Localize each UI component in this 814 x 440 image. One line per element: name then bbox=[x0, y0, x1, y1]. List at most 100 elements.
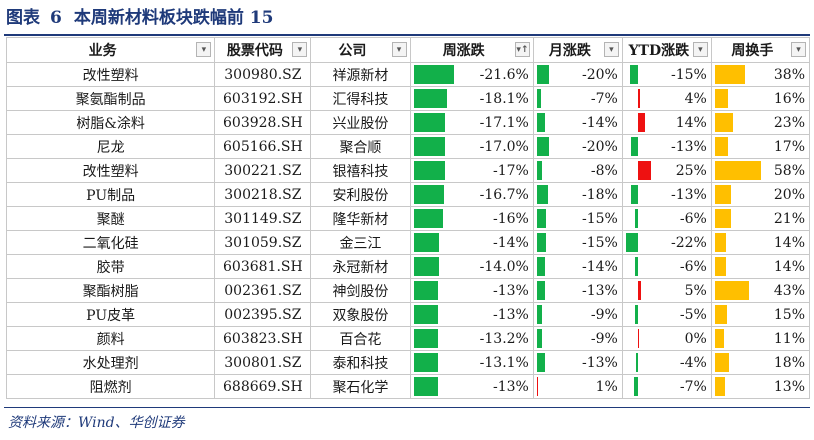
source-note: 资料来源：Wind、华创证券 bbox=[8, 415, 185, 431]
industry-cell-value: 聚酯树脂 bbox=[82, 283, 139, 300]
week-change-cell: -18.1% bbox=[409, 86, 534, 111]
company-cell-value: 隆华新材 bbox=[332, 211, 389, 228]
figure-caption: 本周新材料板块跌幅前 15 bbox=[73, 8, 274, 28]
ytd-change-cell: -6% bbox=[621, 206, 712, 231]
ytd-data-bar bbox=[637, 89, 641, 108]
month-change-cell-value: -15% bbox=[582, 234, 618, 251]
turnover-cell-value: 23% bbox=[773, 114, 805, 131]
industry-cell-value: PU皮革 bbox=[86, 307, 136, 324]
turnover-cell-value: 38% bbox=[773, 66, 805, 83]
header-company: 公司 ▾ bbox=[310, 37, 411, 63]
turnover-cell: 38% bbox=[710, 62, 811, 87]
company-cell-value: 百合花 bbox=[339, 331, 382, 348]
ytd-change-cell-value: -22% bbox=[670, 234, 707, 251]
industry-cell: 水处理剂 bbox=[5, 350, 216, 375]
ytd-change-cell: -13% bbox=[621, 134, 712, 159]
month-change-cell: -8% bbox=[532, 158, 623, 183]
filter-dropdown-icon[interactable]: ▾ bbox=[391, 42, 407, 57]
week-data-bar bbox=[413, 233, 440, 252]
code-cell-value: 605166.SH bbox=[223, 138, 303, 155]
week-data-bar bbox=[413, 89, 448, 108]
industry-cell: 尼龙 bbox=[5, 134, 216, 159]
code-cell-value: 301059.SZ bbox=[224, 234, 302, 251]
industry-cell: 聚酯树脂 bbox=[5, 278, 216, 303]
week-change-cell: -13% bbox=[409, 278, 534, 303]
ytd-data-bar bbox=[635, 305, 638, 324]
week-change-cell-value: -13% bbox=[493, 306, 529, 323]
industry-cell-value: 改性塑料 bbox=[82, 67, 139, 84]
company-cell: 祥源新材 bbox=[310, 62, 411, 87]
month-change-cell-value: 1% bbox=[595, 378, 618, 395]
month-data-bar bbox=[536, 329, 543, 348]
code-cell: 300218.SZ bbox=[214, 182, 312, 207]
ytd-change-cell: -4% bbox=[621, 350, 712, 375]
month-data-bar bbox=[536, 89, 542, 108]
week-change-cell-value: -18.1% bbox=[479, 90, 529, 107]
figure-title: 图表 6 本周新材料板块跌幅前 15 bbox=[6, 4, 273, 32]
company-cell: 金三江 bbox=[310, 230, 411, 255]
turnover-data-bar bbox=[714, 377, 726, 396]
ytd-change-cell-value: -13% bbox=[670, 186, 707, 203]
week-change-cell: -14.0% bbox=[409, 254, 534, 279]
month-change-cell-value: -20% bbox=[582, 66, 618, 83]
week-change-cell: -16.7% bbox=[409, 182, 534, 207]
table-row: PU皮革 002395.SZ 双象股份 -13% -9% -5% 15% bbox=[5, 302, 811, 327]
turnover-data-bar bbox=[714, 161, 761, 180]
turnover-cell: 20% bbox=[710, 182, 811, 207]
month-data-bar bbox=[536, 305, 543, 324]
week-change-cell: -17.1% bbox=[409, 110, 534, 135]
turnover-cell-value: 21% bbox=[773, 210, 805, 227]
month-change-cell: -20% bbox=[532, 134, 623, 159]
ytd-change-cell: 25% bbox=[621, 158, 712, 183]
filter-dropdown-icon[interactable]: ▾ bbox=[791, 42, 806, 57]
code-cell: 603192.SH bbox=[214, 86, 312, 111]
code-cell: 300801.SZ bbox=[214, 350, 312, 375]
turnover-data-bar bbox=[714, 329, 724, 348]
turnover-data-bar bbox=[714, 209, 732, 228]
filter-dropdown-icon[interactable]: ▾ bbox=[196, 42, 212, 57]
month-change-cell: -13% bbox=[532, 350, 623, 375]
header-month-change: 月涨跌 ▾ bbox=[532, 37, 623, 63]
turnover-cell: 15% bbox=[710, 302, 811, 327]
company-cell-value: 银禧科技 bbox=[332, 163, 389, 180]
turnover-cell-value: 14% bbox=[773, 234, 805, 251]
ytd-change-cell: 14% bbox=[621, 110, 712, 135]
turnover-cell-value: 11% bbox=[773, 330, 805, 347]
turnover-data-bar bbox=[714, 257, 726, 276]
industry-cell-value: 聚氨酯制品 bbox=[75, 91, 146, 108]
filter-dropdown-icon[interactable]: ▾ bbox=[603, 42, 619, 57]
month-change-cell-value: -18% bbox=[582, 186, 618, 203]
filter-dropdown-icon[interactable]: ▾ bbox=[292, 42, 308, 57]
week-data-bar bbox=[413, 113, 446, 132]
turnover-cell: 13% bbox=[710, 374, 811, 399]
ytd-data-bar bbox=[634, 257, 638, 276]
ytd-change-cell-value: 14% bbox=[675, 114, 707, 131]
company-cell: 兴业股份 bbox=[310, 110, 411, 135]
code-cell: 603681.SH bbox=[214, 254, 312, 279]
turnover-cell-value: 18% bbox=[773, 354, 805, 371]
filter-dropdown-icon[interactable]: ▾ bbox=[692, 42, 708, 57]
turnover-data-bar bbox=[714, 353, 730, 372]
month-data-bar bbox=[536, 281, 545, 300]
ytd-data-bar bbox=[625, 233, 638, 252]
week-change-cell-value: -14.0% bbox=[479, 258, 529, 275]
code-cell-value: 603928.SH bbox=[223, 114, 303, 131]
table-row: 颜料 603823.SH 百合花 -13.2% -9% 0% 11% bbox=[5, 326, 811, 351]
week-change-cell-value: -14% bbox=[493, 234, 529, 251]
header-ytd-change: YTD涨跌 ▾ bbox=[621, 37, 712, 63]
table-row: 改性塑料 300221.SZ 银禧科技 -17% -8% 25% 58% bbox=[5, 158, 811, 183]
code-cell-value: 002361.SZ bbox=[224, 282, 302, 299]
industry-cell: 阻燃剂 bbox=[5, 374, 216, 399]
month-change-cell: -14% bbox=[532, 254, 623, 279]
week-change-cell-value: -16% bbox=[493, 210, 529, 227]
week-change-cell: -13.1% bbox=[409, 350, 534, 375]
ytd-change-cell-value: -13% bbox=[670, 138, 707, 155]
figure-number: 6 bbox=[50, 8, 62, 28]
company-cell: 银禧科技 bbox=[310, 158, 411, 183]
week-data-bar bbox=[413, 65, 454, 84]
sort-ascending-icon[interactable]: ▾↑ bbox=[514, 42, 530, 57]
month-data-bar bbox=[536, 161, 542, 180]
header-code: 股票代码 ▾ bbox=[214, 37, 312, 63]
turnover-cell-value: 17% bbox=[773, 138, 805, 155]
company-cell-value: 泰和科技 bbox=[332, 355, 389, 372]
